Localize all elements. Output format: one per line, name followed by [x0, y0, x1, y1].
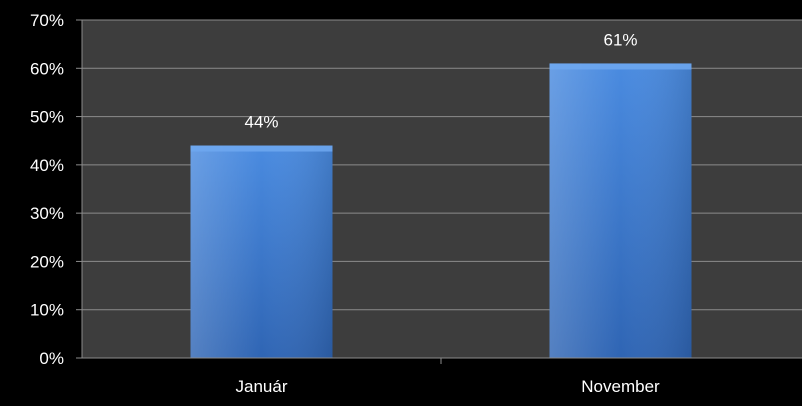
y-tick-label: 0%	[39, 349, 64, 368]
bars	[190, 63, 692, 358]
bar-top-bevel	[549, 63, 692, 70]
y-tick-label: 30%	[30, 204, 64, 223]
bar-sheen	[190, 145, 333, 358]
y-tick-label: 70%	[30, 11, 64, 30]
y-tick-label: 20%	[30, 252, 64, 271]
data-label: 44%	[244, 113, 278, 132]
y-tick-label: 40%	[30, 156, 64, 175]
x-tick-label: November	[581, 377, 660, 396]
axes	[76, 19, 802, 364]
y-tick-label: 50%	[30, 108, 64, 127]
y-tick-label: 10%	[30, 301, 64, 320]
y-tick-label: 60%	[30, 59, 64, 78]
plot-area	[82, 20, 802, 358]
data-label: 61%	[603, 30, 637, 49]
x-tick-label: Január	[236, 377, 288, 396]
bar-top-bevel	[190, 145, 333, 152]
bar-sheen	[549, 63, 692, 358]
labels: 0% 10% 20% 30% 40% 50% 60% 70% 44% Január 61% Novem…	[30, 11, 660, 396]
